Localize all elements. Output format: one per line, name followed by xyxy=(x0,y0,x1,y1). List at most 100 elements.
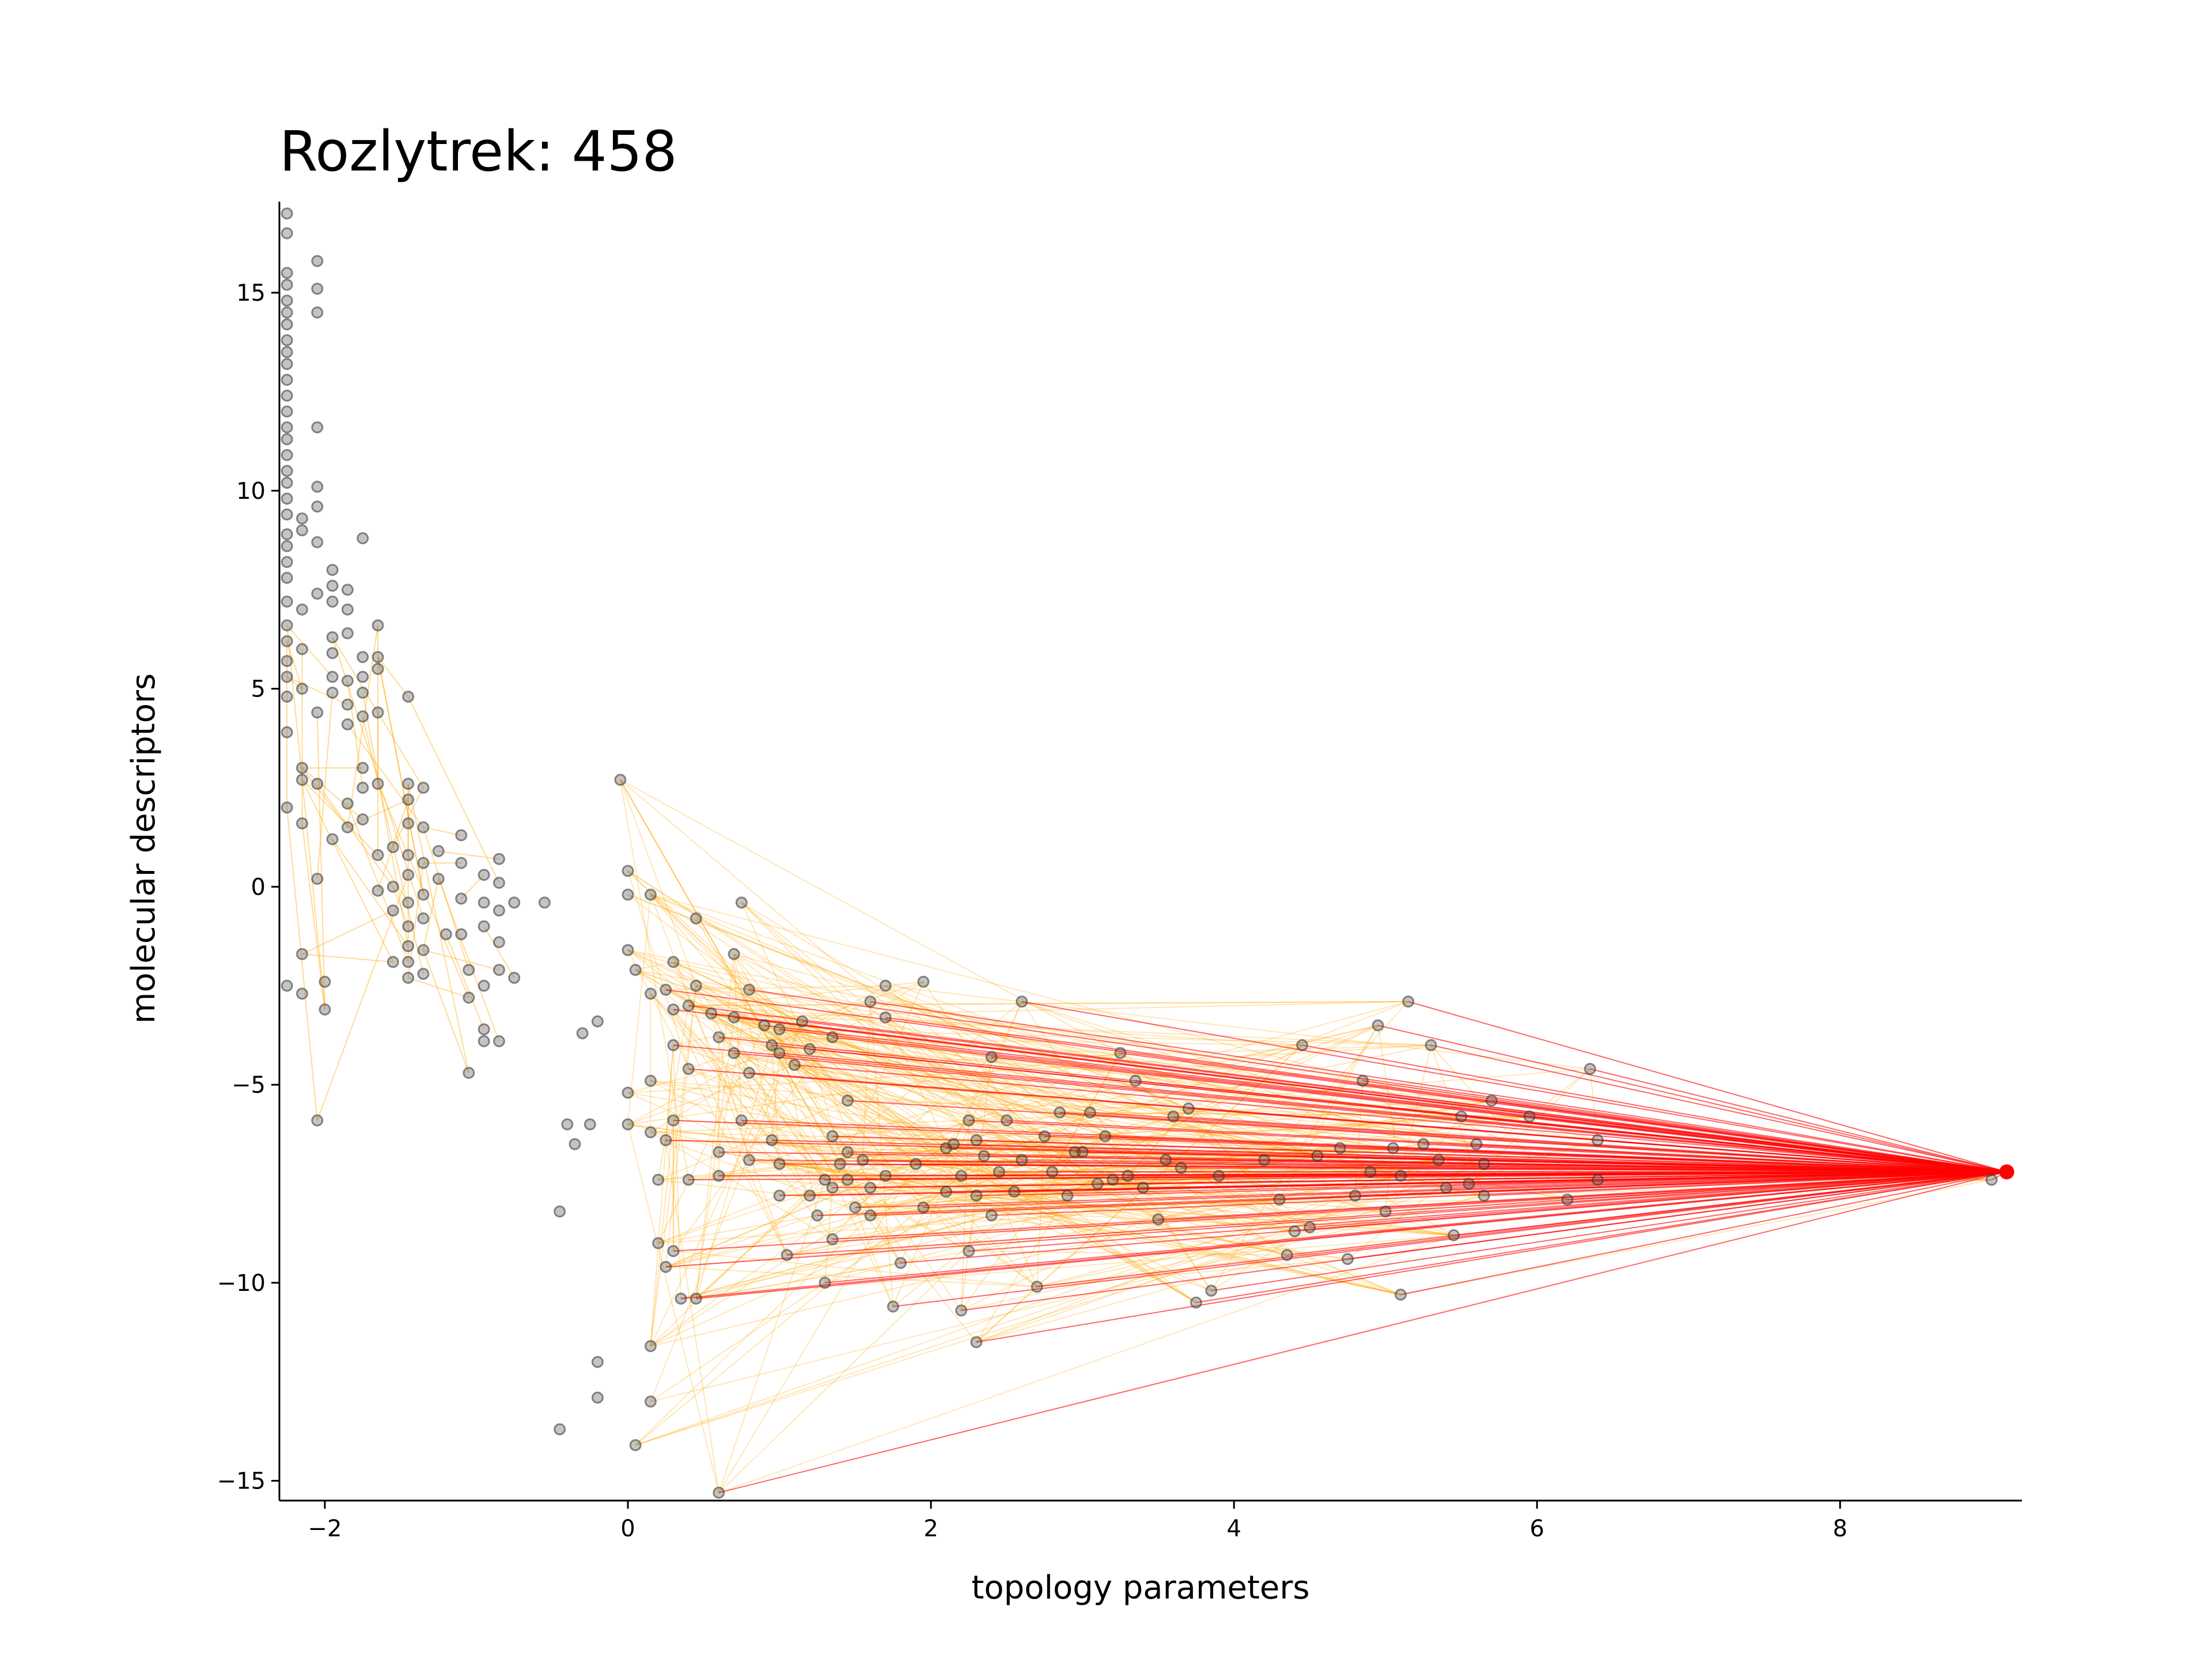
network-edge xyxy=(316,692,334,879)
data-point xyxy=(493,1035,505,1047)
data-point xyxy=(955,1304,968,1317)
data-point xyxy=(660,1134,672,1146)
data-point xyxy=(1091,1177,1104,1190)
network-edge xyxy=(627,870,690,1069)
data-point xyxy=(341,584,354,596)
data-point xyxy=(281,389,293,402)
data-point xyxy=(311,873,324,885)
data-point xyxy=(455,857,468,869)
network-edge xyxy=(650,1100,1492,1133)
network-edge xyxy=(650,1131,833,1240)
network-edge xyxy=(1044,1112,1090,1137)
network-edge xyxy=(741,1120,969,1252)
highlight-edge xyxy=(787,1171,2007,1256)
data-point xyxy=(675,1292,687,1305)
data-point xyxy=(1114,1047,1127,1059)
data-point xyxy=(887,1300,899,1313)
highlight-edge xyxy=(1408,1001,2007,1173)
highlight-edge xyxy=(1377,1025,2007,1173)
data-point xyxy=(690,912,702,925)
x-tick-label: 6 xyxy=(1530,1516,1544,1542)
data-point xyxy=(1016,1154,1028,1166)
network-edge xyxy=(620,779,1099,1184)
data-point xyxy=(591,1015,604,1028)
data-point xyxy=(644,888,657,901)
data-point xyxy=(326,595,339,608)
network-edge xyxy=(779,1001,1022,1196)
network-edge xyxy=(347,680,363,788)
data-point xyxy=(728,948,740,960)
network-edge xyxy=(445,934,485,1030)
data-point xyxy=(1485,1094,1498,1107)
data-point xyxy=(970,1190,983,1202)
data-point xyxy=(682,1063,695,1075)
network-edge xyxy=(377,657,424,895)
data-point xyxy=(644,1340,657,1353)
data-point xyxy=(311,1114,324,1127)
data-point xyxy=(478,920,490,933)
data-point xyxy=(478,979,490,992)
network-edge xyxy=(1037,1226,1310,1287)
network-edge xyxy=(733,954,781,1164)
data-point xyxy=(1349,1190,1362,1202)
data-point xyxy=(841,1173,854,1186)
network-edge xyxy=(749,1072,1992,1181)
network-edge xyxy=(635,969,946,1149)
data-point xyxy=(743,983,755,996)
data-point xyxy=(281,267,293,279)
data-point xyxy=(1084,1106,1096,1119)
network-edge xyxy=(960,1120,969,1311)
data-point xyxy=(940,1185,952,1198)
data-point xyxy=(281,595,293,608)
network-edge xyxy=(377,799,409,891)
network-edge xyxy=(627,894,955,1145)
data-point xyxy=(826,1233,839,1245)
data-point xyxy=(644,987,657,1000)
data-point xyxy=(387,841,399,854)
data-point xyxy=(690,1292,702,1305)
network-edge xyxy=(748,989,849,1153)
network-edge xyxy=(286,641,303,689)
network-edge xyxy=(316,783,394,887)
network-edge xyxy=(650,993,772,1141)
network-edge xyxy=(764,1025,916,1165)
data-point xyxy=(281,207,293,220)
network-edge xyxy=(1218,1175,1310,1228)
network-edge xyxy=(627,1124,719,1493)
data-point xyxy=(569,1138,581,1150)
data-point xyxy=(281,449,293,461)
highlight-edge xyxy=(1597,1171,2007,1181)
network-edge xyxy=(695,985,902,1264)
network-edge xyxy=(718,1152,946,1192)
network-edge xyxy=(680,1215,992,1300)
data-point xyxy=(387,880,399,893)
network-edge xyxy=(347,803,409,963)
data-point xyxy=(296,643,308,656)
network-edge xyxy=(855,1195,977,1209)
network-edge xyxy=(619,779,690,1180)
highlight-edge xyxy=(1400,1171,2007,1296)
data-point xyxy=(1304,1221,1316,1234)
data-point xyxy=(1190,1296,1202,1309)
network-edge xyxy=(832,981,924,1038)
data-point xyxy=(894,1257,907,1269)
network-edge xyxy=(855,1163,1484,1209)
network-edge xyxy=(779,1135,1105,1165)
network-edge xyxy=(650,894,796,1066)
network-edge xyxy=(1188,1108,1318,1157)
network-edge xyxy=(741,1120,840,1165)
data-point xyxy=(372,849,384,861)
network-edge xyxy=(627,894,1189,1109)
data-point xyxy=(834,1158,846,1171)
network-edge xyxy=(286,625,325,1010)
network-edge xyxy=(650,993,825,1180)
data-point xyxy=(963,1245,975,1257)
data-point xyxy=(296,762,308,774)
network-edge xyxy=(665,1045,674,1141)
data-point xyxy=(281,421,293,434)
network-edge xyxy=(316,712,325,1010)
data-point xyxy=(804,1043,816,1055)
network-edge xyxy=(1006,1120,1068,1196)
data-point xyxy=(993,1165,1005,1178)
